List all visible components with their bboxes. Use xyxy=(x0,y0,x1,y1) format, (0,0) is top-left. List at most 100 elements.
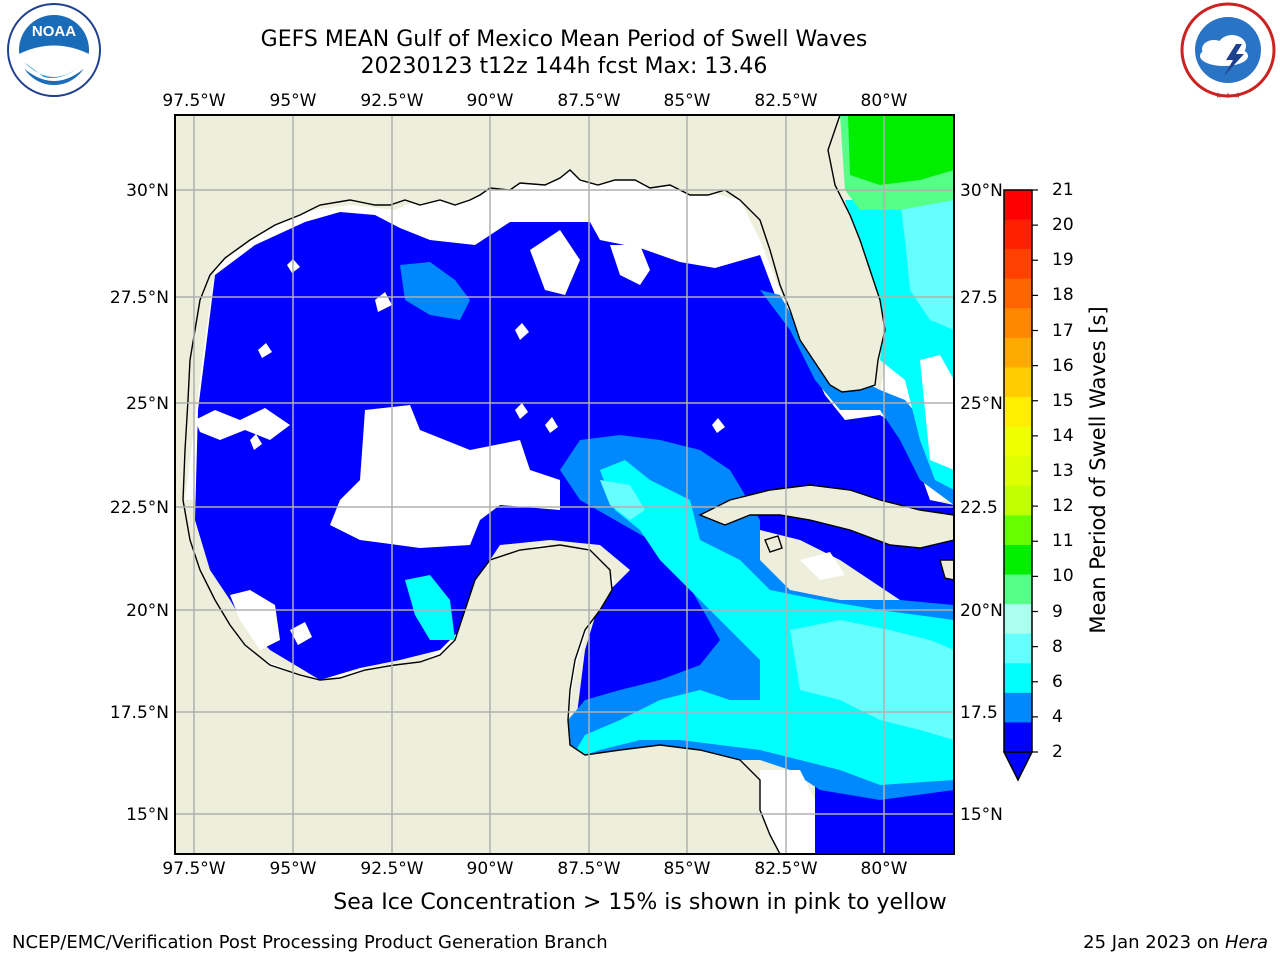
colorbar-segment xyxy=(1004,367,1032,398)
colorbar-segment xyxy=(1004,190,1032,221)
footer-credit: NCEP/EMC/Verification Post Processing Pr… xyxy=(12,932,608,953)
colorbar-tick-label: 9 xyxy=(1052,601,1063,622)
colorbar-segment xyxy=(1004,337,1032,368)
colorbar-tick-label: 21 xyxy=(1052,180,1074,200)
swell-contour-8s-east xyxy=(900,190,954,330)
colorbar-tick-label: 2 xyxy=(1052,742,1063,762)
colorbar-segment xyxy=(1004,456,1032,487)
lon-tick-bottom: 92.5°W xyxy=(360,859,423,879)
colorbar-tick-label: 16 xyxy=(1052,355,1074,376)
lat-ticks-left: 30°N 27.5°N 25°N 22.5°N 20°N 17.5°N 15°N xyxy=(110,181,169,825)
colorbar-tick-label: 4 xyxy=(1052,706,1063,727)
swell-contour-11s-atlantic xyxy=(848,115,954,185)
colorbar-segment xyxy=(1004,249,1032,280)
colorbar-segment xyxy=(1004,397,1032,428)
lon-tick-bottom: 90°W xyxy=(467,859,514,879)
hispaniola-edge xyxy=(939,559,954,581)
chart-subtitle: 20230123 t12z 144h fcst Max: 13.46 xyxy=(360,54,768,79)
colorbar-segment xyxy=(1004,633,1032,664)
lon-tick-bottom: 82.5°W xyxy=(754,859,817,879)
colorbar-tick-label: 10 xyxy=(1052,566,1074,587)
svg-text:NOAA: NOAA xyxy=(32,23,76,40)
nws-logo-icon: ★ ★ ★ xyxy=(1180,2,1276,100)
map-frame xyxy=(174,114,955,855)
lon-ticks-bottom: 97.5°W 95°W 92.5°W 90°W 87.5°W 85°W 82.5… xyxy=(162,859,907,879)
map-plot-area xyxy=(175,115,954,854)
colorbar-segment xyxy=(1004,515,1032,546)
lon-tick-top: 85°W xyxy=(664,91,711,111)
lat-tick-left: 15°N xyxy=(126,805,169,825)
colorbar-segment xyxy=(1004,308,1032,339)
lat-tick-left: 25°N xyxy=(126,394,169,414)
chart-title: GEFS MEAN Gulf of Mexico Mean Period of … xyxy=(260,27,868,52)
swell-contour-2s-east xyxy=(880,540,954,610)
lon-tick-top: 87.5°W xyxy=(557,91,620,111)
colorbar-segment xyxy=(1004,663,1032,694)
lon-tick-top: 82.5°W xyxy=(754,91,817,111)
lat-tick-right: 20°N xyxy=(960,601,1003,621)
north-america-landmass xyxy=(175,115,886,854)
swell-contour-6s-yucatan xyxy=(405,575,455,640)
colorbar-tick-label: 8 xyxy=(1052,636,1063,657)
lat-tick-left: 27.5°N xyxy=(110,288,169,308)
lat-tick-left: 17.5°N xyxy=(110,703,169,723)
colorbar-segment xyxy=(1004,278,1032,309)
colorbar-tick-label: 19 xyxy=(1052,250,1074,271)
lat-tick-right: 22.5 xyxy=(960,498,998,518)
colorbar-tick-label: 20 xyxy=(1052,215,1074,236)
sea-ice-note: Sea Ice Concentration > 15% is shown in … xyxy=(333,890,947,915)
lon-tick-top: 80°W xyxy=(861,91,908,111)
colorbar-segment xyxy=(1004,544,1032,576)
noaa-logo-icon: NOAA xyxy=(7,3,101,97)
lat-tick-right: 25°N xyxy=(960,394,1003,414)
missing-data-holes xyxy=(195,230,954,854)
lon-tick-top: 92.5°W xyxy=(360,91,423,111)
swell-contour-4s-northeast xyxy=(400,262,470,320)
lat-tick-right: 15°N xyxy=(960,805,1003,825)
lon-tick-bottom: 97.5°W xyxy=(162,859,225,879)
colorbar-tick-label: 6 xyxy=(1052,671,1063,692)
lon-tick-bottom: 95°W xyxy=(270,859,317,879)
lon-ticks-top: 97.5°W 95°W 92.5°W 90°W 87.5°W 85°W 82.5… xyxy=(162,91,907,111)
lon-tick-top: 95°W xyxy=(270,91,317,111)
lat-tick-right: 17.5 xyxy=(960,703,998,723)
colorbar-tick-label: 11 xyxy=(1052,531,1074,552)
footer-date: 25 Jan 2023 on Hera xyxy=(1083,932,1268,953)
colorbar-extend-arrow xyxy=(1002,751,1034,782)
colorbar-label: Mean Period of Swell Waves [s] xyxy=(1086,306,1110,634)
lon-tick-top: 90°W xyxy=(467,91,514,111)
colorbar-segment xyxy=(1004,485,1032,516)
swell-contour-8s xyxy=(790,620,954,740)
footer-date-text: 25 Jan 2023 on xyxy=(1083,932,1225,953)
lat-tick-left: 20°N xyxy=(126,601,169,621)
colorbar-tick-label: 12 xyxy=(1052,496,1074,517)
colorbar-segment xyxy=(1004,426,1032,457)
colorbar-segment xyxy=(1004,604,1032,635)
colorbar-tick-label: 18 xyxy=(1052,285,1074,306)
swell-contour-8s-yucatan xyxy=(600,480,645,520)
lat-tick-right: 30°N xyxy=(960,181,1003,201)
footer-host: Hera xyxy=(1224,932,1268,953)
colorbar-segment xyxy=(1004,219,1032,250)
colorbar-tick-label: 17 xyxy=(1052,320,1074,341)
lat-tick-left: 30°N xyxy=(126,181,169,201)
lon-tick-bottom: 87.5°W xyxy=(557,859,620,879)
gridlines xyxy=(175,115,954,854)
colorbar-tick-label: 14 xyxy=(1052,425,1074,446)
colorbar-tick-label: 13 xyxy=(1052,461,1074,481)
isla-juventud xyxy=(764,535,783,553)
colorbar-tick-label: 15 xyxy=(1052,390,1074,411)
colorbar xyxy=(1002,189,1038,782)
cuba-island xyxy=(698,484,954,549)
lon-tick-bottom: 80°W xyxy=(861,859,908,879)
lat-ticks-right: 30°N 27.5 25°N 22.5 20°N 17.5 15°N xyxy=(960,181,1003,825)
colorbar-segment xyxy=(1004,722,1032,753)
colorbar-segment xyxy=(1004,574,1032,605)
lat-tick-left: 22.5°N xyxy=(110,498,169,518)
coastlines xyxy=(175,115,954,854)
lon-tick-bottom: 85°W xyxy=(664,859,711,879)
lat-tick-right: 27.5 xyxy=(960,288,998,308)
svg-text:★ ★ ★: ★ ★ ★ xyxy=(1215,91,1241,100)
lon-tick-top: 97.5°W xyxy=(162,91,225,111)
